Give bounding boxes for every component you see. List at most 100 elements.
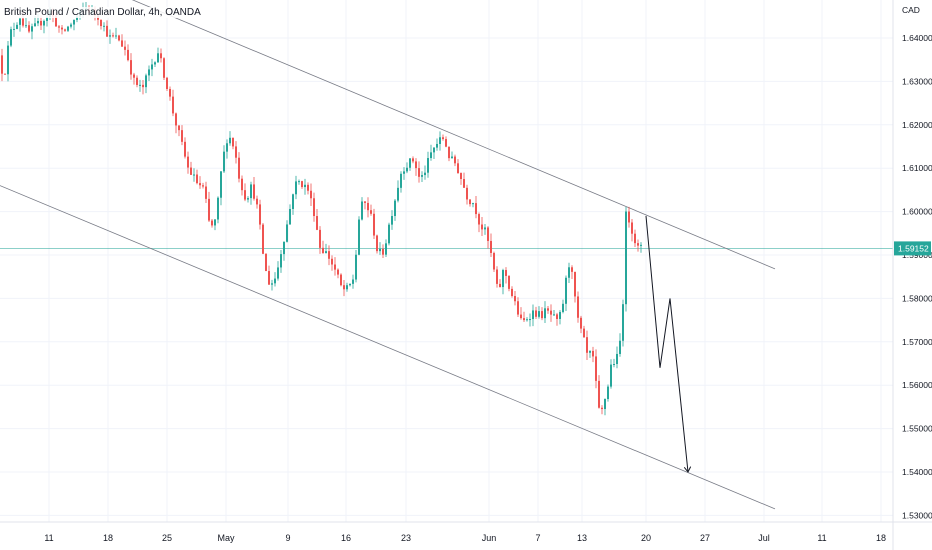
candle-body <box>466 187 468 200</box>
candle-body <box>181 130 183 142</box>
candle-body <box>118 35 120 41</box>
candle-body <box>61 27 63 30</box>
candles <box>1 1 642 416</box>
candle-body <box>268 271 270 285</box>
candle-body <box>7 45 9 75</box>
candle-body <box>553 314 555 316</box>
candle-body <box>625 211 627 305</box>
candle-body <box>34 23 36 27</box>
candle-body <box>211 220 213 226</box>
candle-body <box>364 201 366 203</box>
projection-line[interactable] <box>645 215 689 473</box>
candle-body <box>607 386 609 400</box>
candle-body <box>556 314 558 319</box>
candle-body <box>340 274 342 286</box>
candle-body <box>415 161 417 169</box>
candle-body <box>613 364 615 366</box>
x-tick-label: 13 <box>577 533 587 543</box>
candle-body <box>112 35 114 37</box>
candle-body <box>28 25 30 32</box>
candle-body <box>325 251 327 254</box>
projection-arrowhead[interactable] <box>683 466 692 473</box>
candle-body <box>166 77 168 89</box>
candle-body <box>283 241 285 255</box>
grid <box>0 0 893 522</box>
candle-body <box>277 267 279 279</box>
candle-body <box>349 283 351 286</box>
candle-body <box>304 184 306 188</box>
candle-body <box>196 174 198 184</box>
y-tick-label: 1.56000 <box>902 380 932 390</box>
candle-body <box>109 35 111 37</box>
candle-body <box>490 240 492 253</box>
candle-body <box>397 187 399 201</box>
current-price-tag <box>894 241 931 256</box>
candle-body <box>520 314 522 319</box>
candle-body <box>175 113 177 126</box>
candle-body <box>376 235 378 252</box>
candle-body <box>22 18 24 26</box>
candle-body <box>484 227 486 230</box>
candle-body <box>361 201 363 220</box>
candle-body <box>571 267 573 272</box>
candle-body <box>316 216 318 230</box>
channel-upper-line[interactable] <box>120 0 776 270</box>
candle-body <box>64 29 66 31</box>
candle-body <box>205 186 207 199</box>
candle-body <box>616 353 618 365</box>
candle-body <box>100 19 102 27</box>
candle-body <box>19 18 21 25</box>
candle-body <box>382 248 384 255</box>
candle-body <box>580 317 582 329</box>
candle-body <box>478 214 480 225</box>
chart-title: British Pound / Canadian Dollar, 4h, OAN… <box>4 7 201 18</box>
candle-body <box>526 319 528 321</box>
candle-body <box>394 200 396 217</box>
candle-body <box>346 285 348 290</box>
candle-body <box>547 308 549 311</box>
x-tick-label: 16 <box>341 533 351 543</box>
projection-path[interactable] <box>645 215 692 473</box>
candle-body <box>523 318 525 321</box>
candle-body <box>457 163 459 174</box>
candle-body <box>400 173 402 188</box>
candle-body <box>481 224 483 230</box>
y-tick-label: 1.57000 <box>902 337 932 347</box>
candle-body <box>532 310 534 320</box>
candle-body <box>577 296 579 318</box>
candle-body <box>319 229 321 248</box>
candle-body <box>391 216 393 225</box>
candle-body <box>121 40 123 47</box>
candle-body <box>172 96 174 114</box>
x-tick-label: 18 <box>876 533 886 543</box>
candle-body <box>58 26 60 28</box>
candle-body <box>598 380 600 408</box>
candle-body <box>637 243 639 246</box>
candle-body <box>445 139 447 147</box>
candle-body <box>328 251 330 259</box>
candle-body <box>265 253 267 272</box>
candle-body <box>142 84 144 88</box>
candle-body <box>70 24 72 27</box>
candle-body <box>619 340 621 354</box>
candle-body <box>436 143 438 148</box>
candle-body <box>301 181 303 188</box>
candle-body <box>544 308 546 319</box>
candle-body <box>352 279 354 284</box>
y-tick-label: 1.60000 <box>902 207 932 217</box>
currency-label: CAD <box>902 5 920 15</box>
candle-body <box>418 168 420 177</box>
candle-body <box>103 25 105 27</box>
candle-body <box>253 184 255 199</box>
candle-body <box>493 252 495 270</box>
candle-body <box>313 198 315 217</box>
candle-body <box>199 183 201 186</box>
candle-body <box>469 199 471 205</box>
candle-body <box>241 178 243 191</box>
candle-body <box>76 16 78 20</box>
candle-body <box>460 173 462 180</box>
channel-lower-line[interactable] <box>0 185 776 510</box>
candle-body <box>541 311 543 319</box>
channel-lines[interactable] <box>0 0 776 510</box>
candle-body <box>358 219 360 255</box>
